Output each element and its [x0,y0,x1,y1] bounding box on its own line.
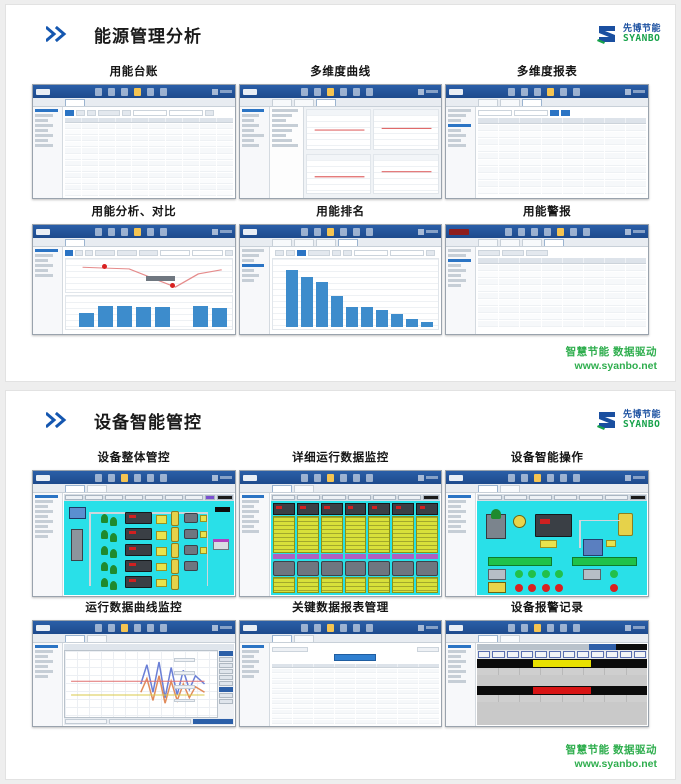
footer-url[interactable]: www.syanbo.net [574,359,657,372]
chevron-double-right-icon [46,26,72,42]
grid-item[interactable]: 用能分析、对比 [32,203,236,335]
item-label: 用能分析、对比 [91,206,177,218]
chevron-double-right-icon [46,412,72,428]
section-header: 能源管理分析 先博节能 SYANBO [6,5,675,63]
brand-name-cn: 先博节能 [622,409,661,420]
panel-footer: 智慧节能 数据驱动 www.syanbo.net [6,743,675,779]
grid-item[interactable]: 用能台账 [32,63,236,199]
brand-logo: 先博节能 SYANBO [595,408,661,432]
control-diagram [477,501,647,595]
section-header: 设备智能管控 先博节能 SYANBO [6,391,675,449]
item-label: 用能排名 [316,206,365,218]
item-label: 多维度曲线 [310,66,371,78]
screenshot-thumbnail-scada[interactable] [32,470,236,597]
line-chart [65,258,233,293]
screenshot-thumbnail-report2[interactable] [238,620,443,727]
screenshot-thumbnail-analysis[interactable] [32,224,236,335]
item-label: 运行数据曲线监控 [85,602,183,614]
grid-item[interactable]: 用能警报 [445,203,649,335]
mimic-diagram [64,501,234,595]
equipment-data-grid [270,501,441,561]
footer-tagline: 智慧节能 数据驱动 [565,743,657,756]
syanbo-s-icon [595,22,619,46]
item-label: 用能警报 [522,206,572,218]
item-label: 设备智能操作 [510,452,584,464]
item-label: 关键数据报表管理 [292,602,389,614]
item-label: 设备报警记录 [510,602,584,614]
panel-footer: 智慧节能 数据驱动 www.syanbo.net [6,345,675,381]
item-label: 设备整体管控 [97,452,171,464]
screenshot-thumbnail-curves[interactable] [238,84,443,199]
section-panel-equipment: 设备智能管控 先博节能 SYANBO 设备整体管控 [5,390,676,780]
screenshot-thumbnail-alarm-table[interactable] [445,224,649,335]
alarm-log-view [477,644,647,725]
brand-name-en: SYANBO [622,33,661,45]
screenshot-thumbnail-table[interactable] [32,84,236,199]
grid-item[interactable]: 关键数据报表管理 [238,599,443,727]
grid-item[interactable]: 多维度曲线 [238,63,443,199]
brand-text: 先博节能 SYANBO [623,24,661,44]
ranking-bar-chart [271,258,440,330]
page-title: 设备智能管控 [94,412,202,432]
bar-chart [65,295,233,330]
grid-item[interactable]: 设备智能操作 [445,449,649,597]
item-label: 用能台账 [109,66,159,78]
screenshot-thumbnail-datamonitor[interactable] [238,470,443,597]
screenshot-thumbnail-control[interactable] [445,470,649,597]
screenshot-thumbnail-ranking[interactable] [238,224,443,335]
footer-tagline: 智慧节能 数据驱动 [565,345,657,358]
screenshot-grid: 用能台账 [6,63,675,345]
screenshot-thumbnail-trend[interactable] [32,620,236,727]
grid-item[interactable]: 多维度报表 [445,63,649,199]
grid-item[interactable]: 运行数据曲线监控 [32,599,236,727]
brand-logo: 先博节能 SYANBO [595,22,661,46]
brand-text: 先博节能 SYANBO [623,410,661,430]
grid-item[interactable]: 详细运行数据监控 [238,449,443,597]
grid-item[interactable]: 设备报警记录 [445,599,649,727]
footer-url[interactable]: www.syanbo.net [574,757,657,770]
syanbo-s-icon [595,408,619,432]
screenshot-grid: 设备整体管控 [6,449,675,743]
screenshot-thumbnail-alarmlog[interactable] [445,620,649,727]
query-button [334,654,377,661]
grid-item[interactable]: 设备整体管控 [32,449,236,597]
item-label: 详细运行数据监控 [292,452,389,464]
trend-chart [64,650,218,718]
page-title: 能源管理分析 [94,26,202,46]
grid-item[interactable]: 用能排名 [238,203,443,335]
screenshot-thumbnail-report[interactable] [445,84,649,199]
brand-name-cn: 先博节能 [622,23,661,34]
brand-name-en: SYANBO [622,419,661,431]
item-label: 多维度报表 [516,66,578,78]
section-panel-energy: 能源管理分析 先博节能 SYANBO 用能台账 [5,4,676,382]
